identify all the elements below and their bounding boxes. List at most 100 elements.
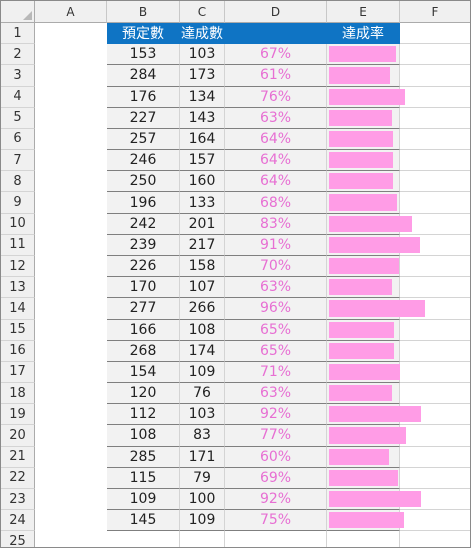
cell-e[interactable]: [400, 129, 470, 151]
cell-e[interactable]: [400, 489, 470, 511]
cell-d[interactable]: [327, 488, 421, 511]
cell-a[interactable]: [107, 531, 180, 547]
cell-b[interactable]: 103: [180, 44, 225, 66]
column-header-a[interactable]: A: [35, 1, 107, 23]
cell-d[interactable]: [327, 213, 412, 235]
cell-b[interactable]: 174: [180, 340, 225, 362]
cell-a[interactable]: 227: [107, 107, 180, 129]
cell-b[interactable]: 108: [180, 319, 225, 341]
cell-e[interactable]: [400, 23, 470, 45]
row-header[interactable]: 23: [1, 488, 35, 511]
cell-b[interactable]: 107: [180, 277, 225, 299]
cell-a[interactable]: 257: [107, 128, 180, 151]
cell-d[interactable]: [327, 340, 400, 362]
cell-d[interactable]: [327, 446, 400, 468]
cell-a[interactable]: 154: [107, 361, 180, 384]
cell-c[interactable]: 64%: [225, 171, 327, 193]
cell-b[interactable]: 160: [180, 171, 225, 193]
cell-d[interactable]: [327, 107, 400, 129]
cell-b[interactable]: 143: [180, 107, 225, 129]
cell-e[interactable]: [400, 404, 470, 426]
cell-e[interactable]: [400, 150, 470, 172]
cell-d[interactable]: [327, 298, 425, 320]
row-header[interactable]: 14: [1, 298, 35, 320]
row-header[interactable]: 21: [1, 446, 35, 468]
row-header[interactable]: 24: [1, 510, 35, 532]
cell-c[interactable]: 75%: [225, 510, 327, 532]
cell-c[interactable]: 96%: [225, 298, 327, 320]
cell-d[interactable]: [327, 277, 400, 299]
cell-b[interactable]: 201: [180, 213, 225, 235]
cell-b[interactable]: [180, 531, 225, 547]
row-header[interactable]: 17: [1, 361, 35, 384]
row-header[interactable]: 2: [1, 44, 35, 66]
cell-d[interactable]: [327, 255, 400, 278]
cell-a[interactable]: 153: [107, 44, 180, 66]
cell-c[interactable]: 71%: [225, 361, 327, 384]
cell-a[interactable]: 115: [107, 467, 180, 489]
row-header[interactable]: 20: [1, 425, 35, 447]
cell-d[interactable]: [327, 44, 400, 66]
cell-d[interactable]: [327, 467, 400, 489]
row-header[interactable]: 8: [1, 171, 35, 193]
cell-e[interactable]: [400, 510, 470, 532]
cell-c[interactable]: 77%: [225, 425, 327, 447]
cell-a[interactable]: 176: [107, 86, 180, 108]
cell-a[interactable]: 268: [107, 340, 180, 362]
row-header[interactable]: 12: [1, 255, 35, 278]
column-header-e[interactable]: E: [327, 1, 400, 23]
cell-c[interactable]: 65%: [225, 340, 327, 362]
cell-c[interactable]: 64%: [225, 150, 327, 172]
row-header[interactable]: 13: [1, 277, 35, 299]
cell-a[interactable]: 250: [107, 171, 180, 193]
cell-d[interactable]: [327, 86, 405, 108]
row-header[interactable]: 3: [1, 65, 35, 87]
cell-a[interactable]: 196: [107, 192, 180, 214]
cell-b[interactable]: 133: [180, 192, 225, 214]
row-header[interactable]: 16: [1, 340, 35, 362]
cell-c[interactable]: 63%: [225, 107, 327, 129]
cell-b[interactable]: 158: [180, 255, 225, 278]
cell-c[interactable]: 64%: [225, 128, 327, 151]
cell-c[interactable]: 65%: [225, 319, 327, 341]
cell-d[interactable]: [327, 425, 406, 447]
cell-d[interactable]: [327, 171, 400, 193]
cell-c[interactable]: 63%: [225, 383, 327, 405]
cell-e[interactable]: [400, 320, 470, 341]
cell-b[interactable]: 79: [180, 467, 225, 489]
cell-d[interactable]: [327, 319, 400, 341]
cell-a[interactable]: 285: [107, 446, 180, 468]
cell-a[interactable]: 226: [107, 255, 180, 278]
cell-d[interactable]: [327, 234, 420, 256]
cell-b[interactable]: 171: [180, 446, 225, 468]
row-header[interactable]: 5: [1, 107, 35, 129]
cell-a[interactable]: 239: [107, 234, 180, 256]
cell-b[interactable]: 103: [180, 404, 225, 426]
row-header[interactable]: 19: [1, 404, 35, 426]
cell-b[interactable]: 157: [180, 150, 225, 172]
cell-b[interactable]: 76: [180, 383, 225, 405]
cell-e[interactable]: [400, 447, 470, 468]
cell-b[interactable]: 217: [180, 234, 225, 256]
cell-a[interactable]: 145: [107, 510, 180, 532]
select-all-corner[interactable]: [1, 1, 35, 23]
cell-d[interactable]: 達成率: [327, 23, 400, 45]
row-header[interactable]: 11: [1, 234, 35, 256]
cell-c[interactable]: 68%: [225, 192, 327, 214]
cell-c[interactable]: 67%: [225, 44, 327, 66]
cell-c[interactable]: [225, 23, 327, 45]
column-header-f[interactable]: F: [400, 1, 470, 23]
cell-a[interactable]: 277: [107, 298, 180, 320]
cell-a[interactable]: 109: [107, 488, 180, 511]
row-header[interactable]: 7: [1, 150, 35, 172]
row-header[interactable]: 18: [1, 383, 35, 405]
cell-d[interactable]: [327, 128, 400, 151]
cell-c[interactable]: 92%: [225, 404, 327, 426]
cell-c[interactable]: 76%: [225, 86, 327, 108]
cell-a[interactable]: 預定數: [107, 23, 180, 45]
cell-e[interactable]: [400, 468, 470, 489]
cell-c[interactable]: 92%: [225, 488, 327, 511]
column-header-b[interactable]: B: [107, 1, 180, 23]
cell-b[interactable]: 100: [180, 488, 225, 511]
